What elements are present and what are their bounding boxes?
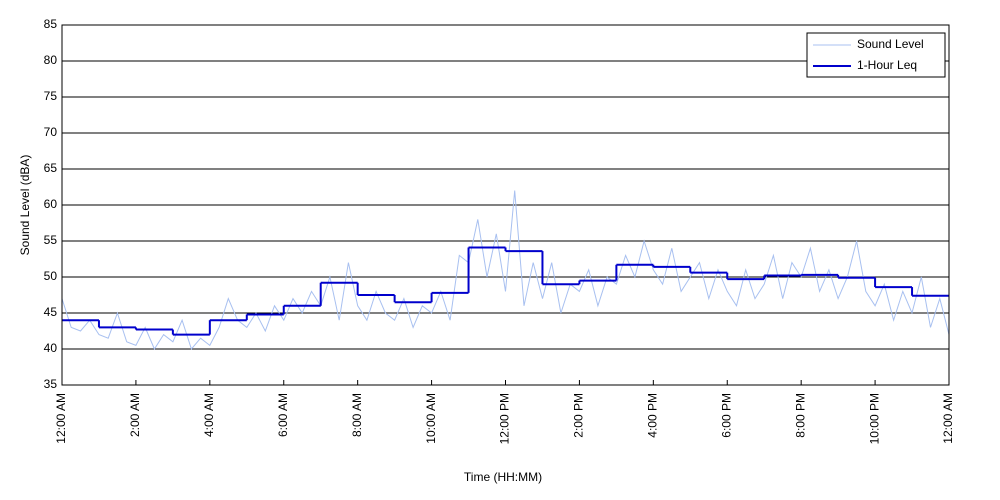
y-tick-label: 55: [44, 233, 58, 247]
x-tick-label: 10:00 AM: [424, 393, 438, 444]
legend-box: [806, 32, 946, 78]
y-tick-label: 35: [44, 377, 58, 391]
sound-level-line: [61, 190, 950, 351]
x-tick-label: 6:00 AM: [276, 393, 290, 437]
x-tick-label: 2:00 PM: [572, 393, 586, 438]
y-tick-label: 85: [44, 17, 58, 31]
y-tick-label: 50: [44, 269, 58, 283]
x-axis-label: Time (HH:MM): [464, 470, 542, 484]
x-tick-label: 6:00 PM: [719, 393, 733, 438]
step-line: [62, 246, 949, 336]
x-tick-label: 12:00 AM: [941, 393, 955, 444]
x-tick-label: 12:00 AM: [54, 393, 68, 444]
legend-label: 1-Hour Leq: [857, 58, 917, 72]
x-tick-label: 8:00 PM: [793, 393, 807, 438]
y-tick-label: 70: [44, 125, 58, 139]
x-tick-label: 12:00 PM: [498, 393, 512, 444]
x-tick-label: 8:00 AM: [350, 393, 364, 437]
x-tick-label: 4:00 PM: [646, 393, 660, 438]
legend: Sound Level 1-Hour Leq: [806, 32, 946, 78]
legend-label: Sound Level: [857, 37, 924, 51]
x-tick-label: 4:00 AM: [202, 393, 216, 437]
y-tick-label: 75: [44, 89, 58, 103]
plot-frame: [61, 24, 950, 386]
x-tick-label: 2:00 AM: [128, 393, 142, 437]
y-tick-label: 60: [44, 197, 58, 211]
y-axis-label: Sound Level (dBA): [18, 155, 32, 256]
y-tick-label: 40: [44, 341, 58, 355]
y-tick-label: 80: [44, 53, 58, 67]
y-tick-label: 45: [44, 305, 58, 319]
x-tick-label: 10:00 PM: [867, 393, 881, 444]
y-tick-label: 65: [44, 161, 58, 175]
